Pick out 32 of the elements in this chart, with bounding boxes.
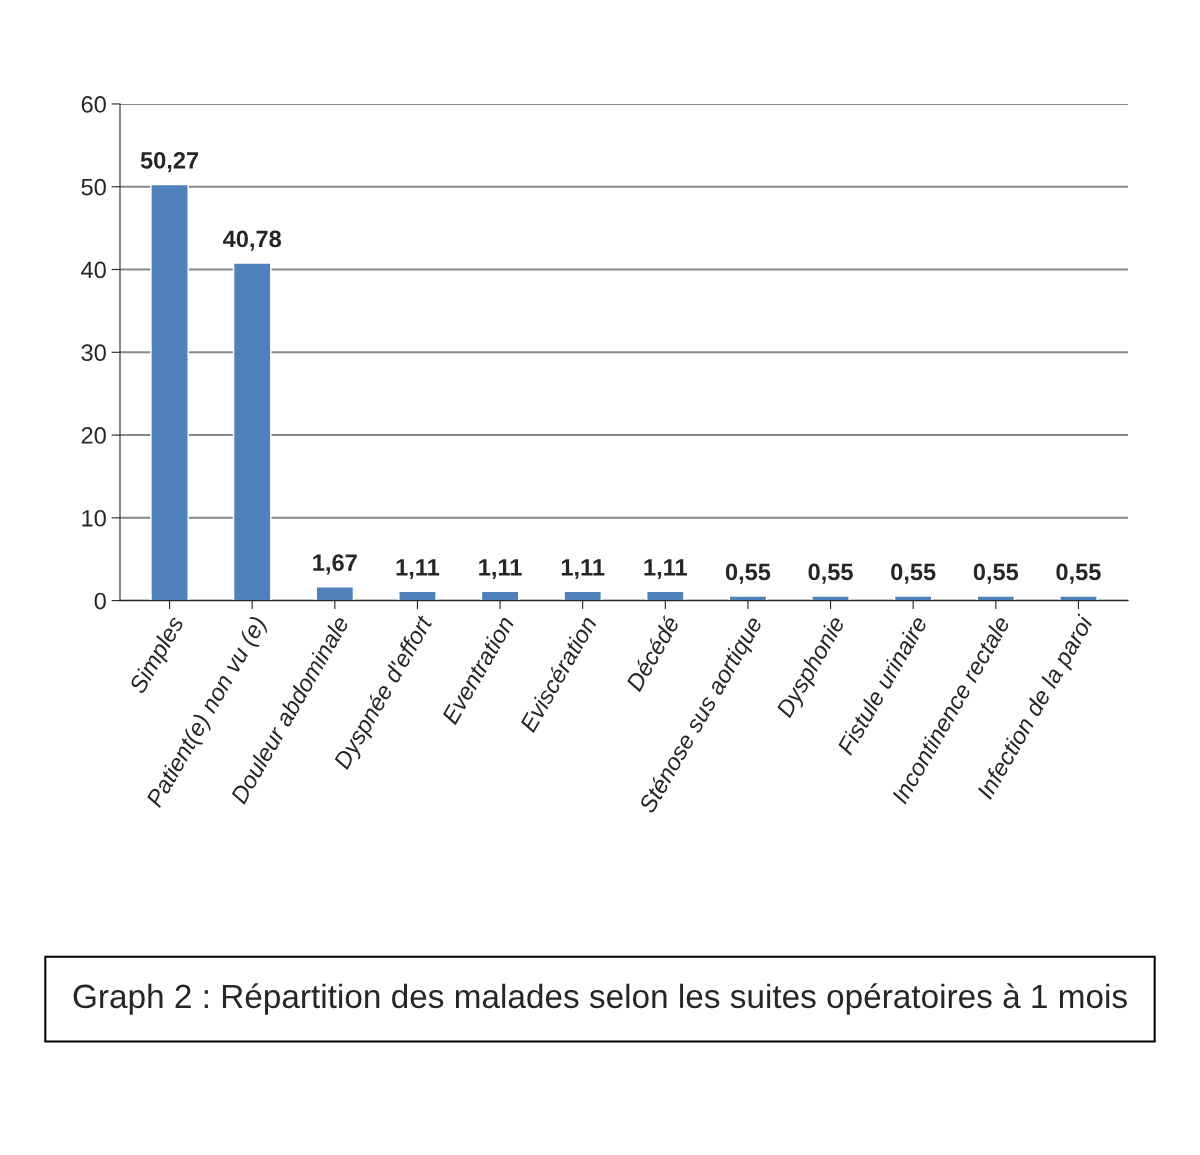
bar xyxy=(728,595,768,601)
data-label: 1,11 xyxy=(561,559,605,580)
data-label: 1,11 xyxy=(644,559,687,580)
bar xyxy=(646,590,685,601)
bar xyxy=(976,595,1016,601)
y-tick-label: 30 xyxy=(81,344,106,362)
y-tick-label: 20 xyxy=(81,427,106,444)
data-label: 50,27 xyxy=(140,151,199,173)
y-tick-label: 10 xyxy=(82,509,106,527)
y-tick-label: 50 xyxy=(81,178,106,196)
bar xyxy=(563,590,602,601)
bar xyxy=(150,183,189,601)
data-label: 1,11 xyxy=(396,559,440,580)
y-tick-label: 0 xyxy=(94,592,106,610)
data-label: 1,11 xyxy=(479,559,522,580)
bar xyxy=(232,262,272,601)
bar xyxy=(480,590,520,601)
data-label: 0,55 xyxy=(973,563,1019,584)
data-label: 0,55 xyxy=(891,563,936,584)
bar xyxy=(315,586,355,601)
text: Graph 2 : Répartition des malades selon les suites opératoires à 1 mois xyxy=(73,983,1127,1015)
y-tick-label: 60 xyxy=(81,96,106,113)
data-label: 0,55 xyxy=(1056,563,1101,584)
bar xyxy=(893,595,933,601)
y-tick-label: 40 xyxy=(81,261,106,279)
data-label: 1,67 xyxy=(313,554,357,575)
bar xyxy=(811,595,850,601)
data-label: 0,55 xyxy=(725,563,771,584)
bar xyxy=(1059,595,1098,601)
data-label: 0,55 xyxy=(808,563,853,584)
data-label: 40,78 xyxy=(223,230,282,251)
bar xyxy=(398,590,437,601)
